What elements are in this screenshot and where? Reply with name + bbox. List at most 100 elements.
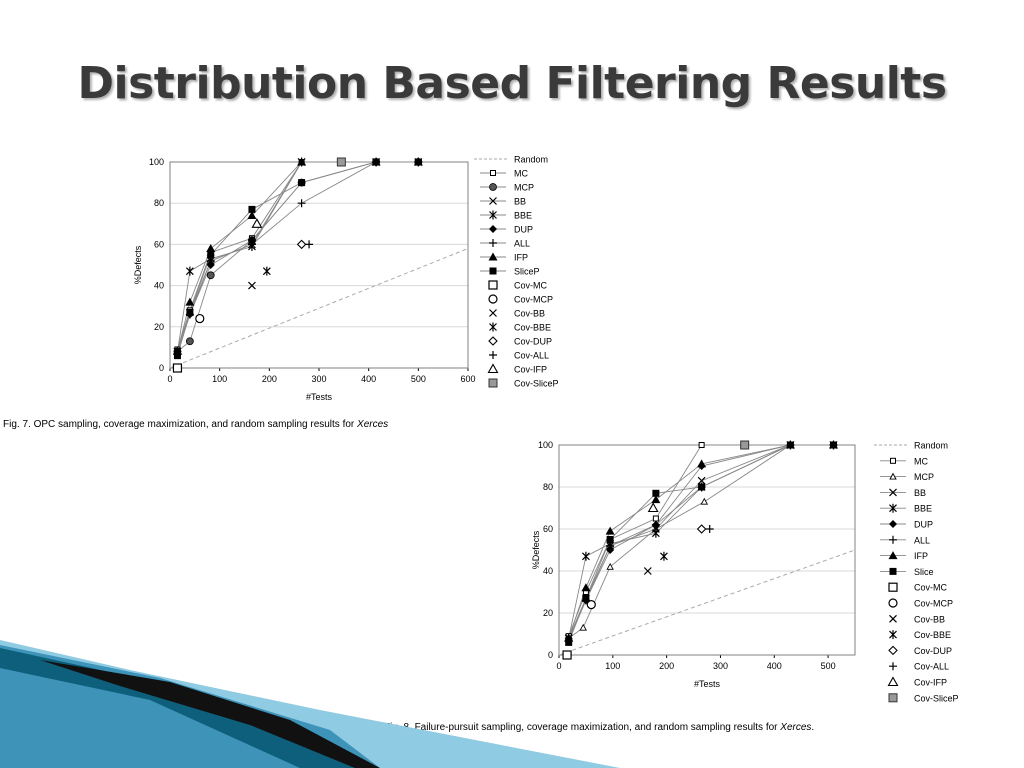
fig8-point-slice [698,483,706,491]
caption-fig7-emphasis: Xerces [357,419,389,430]
fig7-point-slicep [207,251,215,259]
fig8-legend-label-cov-bb: Cov-BB [914,614,945,624]
fig7-point-dup [206,261,215,269]
fig8-legend-label-cov-bbe: Cov-BBE [914,630,951,640]
fig8-point-slice [606,536,614,543]
caption-fig8: Fig. 8. Failure-pursuit sampling, covera… [384,722,814,733]
fig8-ytick-label: 80 [543,482,553,492]
fig8-xtick-label: 300 [713,661,728,671]
fig8-legend-label-slice: Slice [914,567,934,577]
fig8-legend-marker-cov-mc [888,582,898,592]
fig8-point-mcp [700,497,709,505]
fig7-legend-marker-slicep [489,267,497,275]
fig8-point-slice [565,638,573,646]
chart-fig7-svg: 0 20 40 60 80 100 0 100 200 300 400 500 600 #Tests %De… [133,155,559,403]
fig7-legend-label-mcp: MCP [514,183,534,193]
fig7-xtick-label: 0 [167,374,172,384]
fig8-point-cov-mcp [586,600,596,610]
fig8-xtick-label: 400 [767,661,782,671]
fig7-legend-marker-cov-ifp [487,363,499,374]
fig7-legend-label-cov-ifp: Cov-IFP [514,365,547,375]
swoosh-dark-band [0,648,360,768]
fig8-point-mcp [606,562,614,570]
fig7-legend-label-bbe: BBE [514,211,532,221]
fig8-legend-label-bbe: BBE [914,504,932,514]
fig7-point-bbe [185,266,194,276]
fig7-point-mcp [206,271,215,280]
fig7-legend-marker-cov-dup [488,336,498,346]
fig8-point-cov-dup [696,524,707,534]
fig7-legend-label-cov-bb: Cov-BB [514,309,545,319]
fig7-legend-label-dup: DUP [514,225,533,235]
fig8-point-cov-all [705,525,714,533]
fig8-point-bbe [651,528,660,538]
fig7-legend-marker-cov-bb [489,309,497,317]
fig7-legend-marker-cov-slicep [488,378,498,388]
fig8-legend-label-bb: BB [914,488,926,498]
fig7-xtick-label: 300 [311,374,326,384]
fig7-legend-label-cov-dup: Cov-DUP [514,337,552,347]
fig7-legend-marker-mcp [489,183,497,191]
fig7-legend-label-cov-slicep: Cov-SliceP [514,379,559,389]
caption-fig8-text: Fig. 8. Failure-pursuit sampling, covera… [384,722,781,733]
fig8-ytick-label: 60 [543,524,553,534]
fig8-legend-label-cov-mcp: Cov-MCP [914,599,953,609]
fig8-legend-marker-all [889,535,897,544]
fig7-legend-label-cov-bbe: Cov-BBE [514,323,551,333]
fig7-legend-label-cov-all: Cov-ALL [514,351,549,361]
fig8-legend-label-mcp: MCP [914,472,934,482]
fig7-point-ifp [185,297,195,306]
fig8-point-mc [698,442,705,448]
fig8-ytick-label: 0 [548,650,553,660]
fig8-xtick-label: 500 [821,661,836,671]
fig7-point-slicep [173,352,181,360]
swoosh-black-stroke [40,660,380,768]
fig8-point-ifp [697,459,707,468]
fig7-point-ifp [247,211,257,220]
fig8-legend-label-mc: MC [914,456,928,466]
fig7-y-axis-label: %Defects [133,245,143,284]
fig7-point-slicep [248,205,256,213]
fig8-point-slice [652,489,660,497]
fig7-legend-label-mc: MC [514,169,528,179]
fig8-legend-label-cov-slicep: Cov-SliceP [914,693,959,703]
fig7-legend-label-bb: BB [514,197,526,207]
fig7-legend-label-all: ALL [514,239,530,249]
fig8-point-dup [606,546,615,554]
fig7-xtick-label: 400 [361,374,376,384]
fig8-point-slice [829,441,837,449]
fig8-legend-marker-cov-mcp [888,598,898,608]
fig7-point-cov-ifp [251,218,263,228]
fig7-legend-marker-bb [489,197,497,205]
fig7-legend-marker-cov-all [489,351,497,359]
fig8-legend-marker-ifp [888,551,898,560]
fig8-point-mc [652,515,659,522]
chart-fig7: 0 20 40 60 80 100 0 100 200 300 400 500 600 #Tests %De… [130,150,580,410]
fig8-xtick-label: 200 [659,661,674,671]
fig7-point-slicep [186,308,194,316]
fig7-legend-marker-cov-mcp [488,294,498,304]
fig7-ytick-label: 100 [149,157,164,167]
fig8-legend-marker-bb [889,488,897,497]
fig8-point-bb [697,476,706,485]
fig7-point-cov-mcp [195,313,205,324]
slide-title: Distribution Based Filtering Results [77,58,947,109]
fig8-point-bbe [581,551,590,561]
fig7-point-cov-mc [172,363,183,373]
fig7-legend-marker-ifp [488,252,498,261]
fig8-legend-marker-dup [889,520,897,528]
fig7-point-ifp [206,244,216,253]
fig8-legend-marker-mcp [889,472,897,480]
fig7-series-line-random [169,248,469,369]
fig7-ytick-label: 60 [154,239,164,249]
fig8-legend-label-random: Random [914,441,948,451]
fig8-point-slice [786,441,794,449]
fig8-legend-marker-cov-all [889,662,897,671]
fig8-ytick-label: 40 [543,566,553,576]
fig7-point-all [247,240,256,249]
caption-fig8-emphasis: Xerces [780,722,812,733]
fig7-x-axis-label: #Tests [306,392,333,402]
fig7-ytick-label: 40 [154,281,164,291]
fig8-legend-marker-cov-bb [889,614,897,623]
fig8-legend-marker-bbe [889,503,897,513]
